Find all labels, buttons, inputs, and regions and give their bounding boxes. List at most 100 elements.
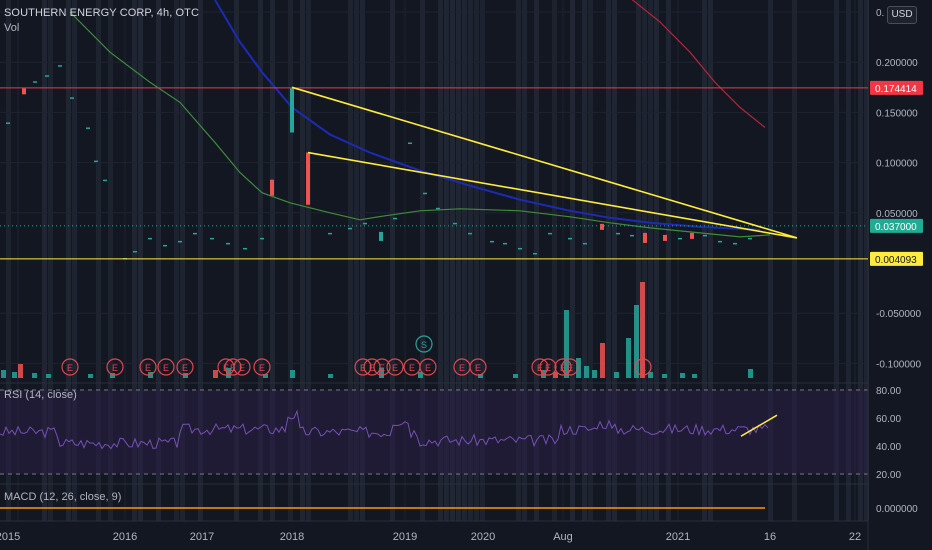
volume-bar [626, 338, 631, 378]
falling-wedge-drawing[interactable] [291, 86, 798, 239]
rsi-tick-label: 60.00 [876, 414, 901, 425]
time-axis[interactable]: 2015 2016 2017 2018 2019 2020 Aug 2021 16 22 [0, 531, 861, 543]
earnings-event-marker[interactable]: E [539, 358, 557, 376]
rsi-band-fill [0, 390, 868, 474]
event-markers[interactable]: E E E E E E E E E E E E E E E E E E E E E ES [61, 335, 652, 376]
volume-label[interactable]: Vol [4, 22, 20, 34]
price-tag-background [870, 251, 923, 266]
candle [748, 237, 752, 240]
earnings-event-marker[interactable]: E [354, 358, 372, 376]
earnings-event-marker[interactable]: E [363, 358, 381, 376]
candle [33, 81, 37, 83]
event-letter: E [360, 363, 366, 373]
session-band [654, 0, 659, 521]
price-axis[interactable]: 0.200000 0.150000 0.100000 0.050000 -0.05000… [876, 8, 921, 370]
session-band [132, 0, 137, 521]
session-band [96, 0, 101, 521]
macd-axis: 0.000000 [876, 504, 918, 515]
candle [210, 237, 214, 240]
session-band [612, 0, 617, 521]
event-letter: E [163, 363, 169, 373]
candle [328, 232, 332, 235]
rsi-label[interactable]: RSI (14, close) [4, 389, 77, 401]
time-tick-label: 2017 [190, 531, 214, 543]
volume-bar [478, 374, 483, 378]
volume-bar [46, 374, 51, 378]
earnings-event-marker[interactable]: E [634, 358, 652, 376]
event-letter: E [223, 363, 229, 373]
event-circle [386, 358, 404, 376]
candle [703, 234, 707, 237]
candle [630, 234, 634, 237]
rsi-tick-label: 20.00 [876, 470, 901, 481]
symbol-title[interactable]: SOUTHERN ENERGY CORP, 4h, OTC [4, 7, 200, 19]
session-band [468, 0, 473, 521]
candle [6, 122, 10, 124]
earnings-event-marker[interactable]: E [139, 358, 157, 376]
earnings-event-marker[interactable]: E [469, 358, 487, 376]
session-band [516, 0, 521, 521]
rsi-trendline[interactable] [740, 414, 778, 437]
earnings-event-marker[interactable]: E [561, 358, 579, 376]
event-letter: E [145, 363, 151, 373]
session-band [174, 0, 179, 521]
volume-bar [662, 374, 667, 378]
volume-bar [584, 366, 589, 378]
session-band [156, 0, 161, 521]
earnings-event-marker[interactable]: E [61, 358, 79, 376]
moving-average-red [631, 0, 766, 128]
session-band [198, 0, 203, 521]
earnings-event-marker[interactable]: E [554, 358, 572, 376]
candle [94, 160, 98, 163]
candle [718, 240, 722, 243]
macd-label[interactable]: MACD (12, 26, close, 9) [4, 491, 122, 503]
session-band [534, 0, 539, 521]
split-event-marker[interactable]: S [415, 335, 433, 353]
currency-button[interactable]: USD [887, 6, 917, 24]
earnings-event-marker[interactable]: E [224, 358, 242, 376]
volume-bar [614, 372, 619, 378]
earnings-event-marker[interactable]: E [403, 358, 421, 376]
earnings-event-marker[interactable]: E [106, 358, 124, 376]
earnings-event-marker[interactable]: E [373, 358, 391, 376]
candle [436, 207, 440, 210]
candle [178, 240, 182, 243]
earnings-event-marker[interactable]: E [176, 358, 194, 376]
event-letter: E [560, 363, 566, 373]
volume-bar [648, 372, 653, 378]
rsi-tick-label: 40.00 [876, 442, 901, 453]
event-letter: E [640, 363, 646, 373]
earnings-event-marker[interactable]: E [419, 358, 437, 376]
event-circle [373, 358, 391, 376]
session-band [642, 0, 647, 521]
candle [379, 231, 383, 241]
candle [643, 232, 647, 243]
candle [226, 242, 230, 245]
candle [103, 179, 107, 182]
candle [616, 232, 620, 235]
event-letter: E [259, 363, 265, 373]
event-circle [634, 358, 652, 376]
earnings-event-marker[interactable]: E [157, 358, 175, 376]
session-band [474, 0, 479, 521]
event-circle [233, 358, 251, 376]
session-band [522, 0, 527, 521]
candle [86, 127, 90, 129]
candle [690, 232, 694, 239]
session-band [450, 0, 455, 521]
candle [568, 237, 572, 240]
candle [270, 179, 274, 196]
event-letter: E [182, 363, 188, 373]
candle [600, 223, 604, 230]
session-band [42, 0, 47, 521]
earnings-event-marker[interactable]: E [386, 358, 404, 376]
candle [408, 142, 412, 145]
event-circle [354, 358, 372, 376]
earnings-event-marker[interactable]: E [233, 358, 251, 376]
event-circle [176, 358, 194, 376]
earnings-event-marker[interactable]: E [253, 358, 271, 376]
session-band [390, 0, 395, 521]
session-band [864, 0, 869, 521]
candle [503, 242, 507, 245]
